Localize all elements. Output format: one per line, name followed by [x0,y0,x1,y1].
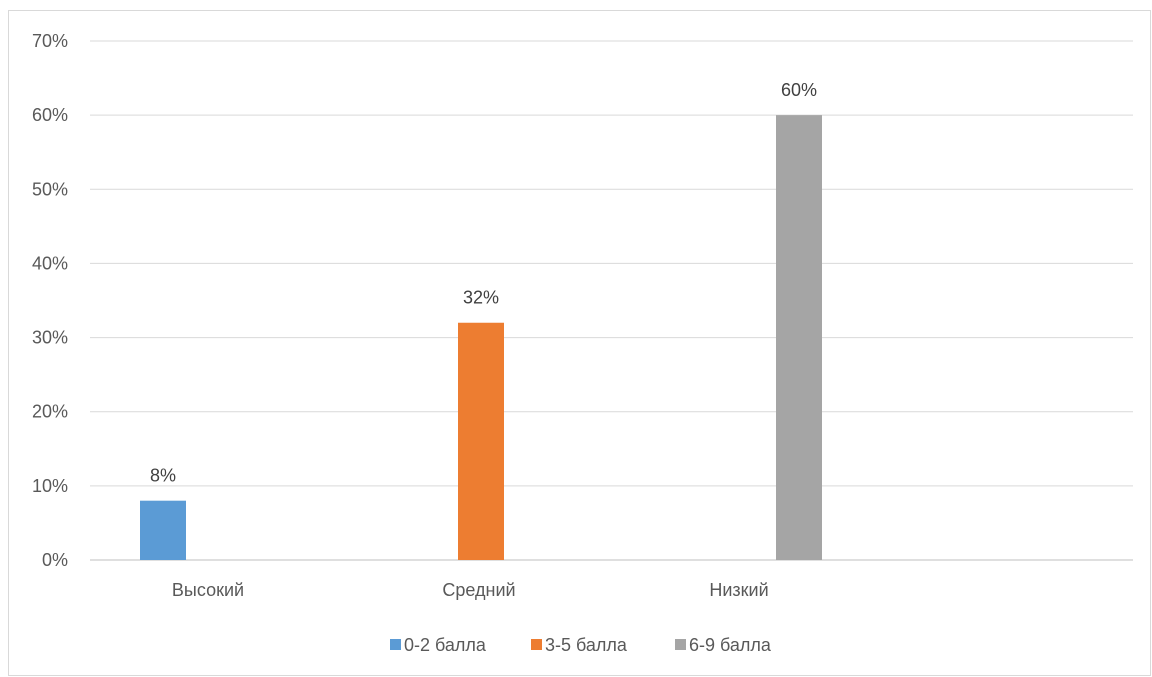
legend-swatch [531,639,542,650]
bar-Средний [458,322,504,560]
gridlines [90,40,1133,561]
y-tick-label: 50% [32,179,68,199]
bar-Низкий [776,115,822,561]
y-tick-label: 70% [32,31,68,51]
bars [140,115,822,561]
y-tick-label: 20% [32,402,68,422]
y-tick-label: 30% [32,328,68,348]
data-label: 8% [150,466,176,486]
category-label: Низкий [709,580,768,600]
y-tick-label: 60% [32,105,68,125]
data-label: 32% [463,288,499,308]
legend-label: 3-5 балла [545,635,628,655]
category-label: Высокий [172,580,244,600]
data-labels: 8% 32% 60% [150,80,817,486]
legend-label: 0-2 балла [404,635,487,655]
legend-swatch [390,639,401,650]
legend: 0-2 балла 3-5 балла 6-9 балла [390,635,772,655]
y-tick-label: 10% [32,476,68,496]
bar-Высокий [140,500,186,560]
y-tick-label: 0% [42,550,68,570]
chart-frame [8,10,1151,676]
category-label: Средний [442,580,515,600]
y-axis-tick-labels: 0% 10% 20% 30% 40% 50% 60% 70% [32,31,68,570]
legend-swatch [675,639,686,650]
x-axis-category-labels: Высокий Средний Низкий [172,580,769,600]
legend-label: 6-9 балла [689,635,772,655]
data-label: 60% [781,80,817,100]
y-tick-label: 40% [32,253,68,273]
